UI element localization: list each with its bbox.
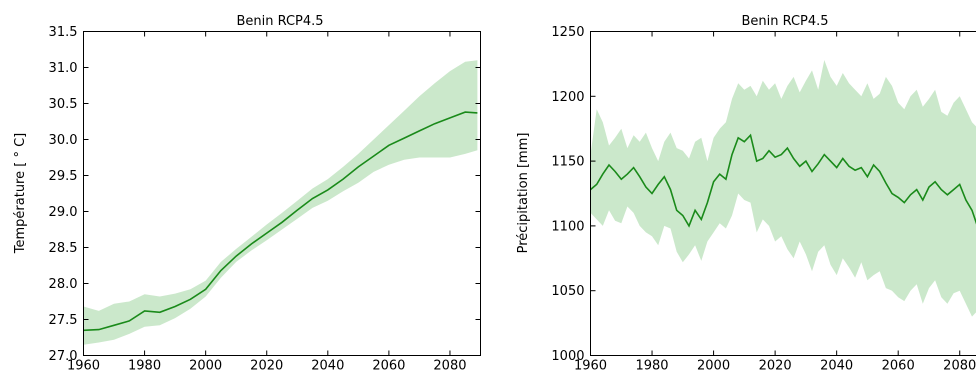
y-tick-label: 1250 bbox=[551, 25, 584, 40]
plot-frame bbox=[83, 31, 481, 356]
mean-line-layer bbox=[590, 133, 976, 228]
y-tick-label: 31.0 bbox=[49, 61, 78, 76]
mean-line-layer bbox=[83, 111, 478, 332]
x-tick-label: 2000 bbox=[697, 359, 730, 374]
x-tick-label: 2060 bbox=[372, 359, 405, 374]
y-tick-label: 29.0 bbox=[49, 205, 78, 220]
y-tick-label: 30.5 bbox=[49, 97, 78, 112]
uncertainty-band-layer bbox=[83, 60, 478, 345]
axis-ticks: 1960 1980 2000 2020 2040 2060 2080 27.0 27.5 28.0… bbox=[49, 25, 481, 374]
y-tick-label: 31.5 bbox=[49, 25, 78, 40]
chart-title: Benin RCP4.5 bbox=[236, 14, 323, 29]
uncertainty-band bbox=[83, 60, 478, 345]
x-tick-label: 2080 bbox=[433, 359, 466, 374]
x-tick-label: 1980 bbox=[635, 359, 668, 374]
y-tick-label: 1150 bbox=[551, 155, 584, 170]
x-tick-label: 2040 bbox=[820, 359, 853, 374]
x-tick-label: 2020 bbox=[759, 359, 792, 374]
precipitation-chart: Benin RCP4.5 1960 1980 2000 2020 2040 2060 208… bbox=[516, 14, 976, 374]
plot-frame bbox=[590, 31, 976, 356]
y-tick-label: 1200 bbox=[551, 90, 584, 105]
y-tick-label: 28.5 bbox=[49, 241, 78, 256]
y-axis-label: Température [ ° C] bbox=[13, 133, 28, 254]
y-tick-label: 30.0 bbox=[49, 133, 78, 148]
y-tick-label: 1100 bbox=[551, 219, 584, 234]
x-tick-label: 1960 bbox=[574, 359, 607, 374]
y-tick-label: 29.5 bbox=[49, 169, 78, 184]
x-tick-label: 2040 bbox=[311, 359, 344, 374]
x-tick-label: 2060 bbox=[882, 359, 915, 374]
mean-line bbox=[590, 133, 976, 228]
mean-line bbox=[83, 111, 478, 332]
y-tick-label: 27.0 bbox=[49, 349, 78, 364]
x-tick-label: 2000 bbox=[189, 359, 222, 374]
y-tick-label: 1000 bbox=[551, 349, 584, 364]
x-tick-label: 1960 bbox=[67, 359, 100, 374]
x-tick-label: 2020 bbox=[250, 359, 283, 374]
x-tick-label: 2080 bbox=[943, 359, 976, 374]
y-axis-label: Précipitation [mm] bbox=[516, 133, 531, 254]
chart-title: Benin RCP4.5 bbox=[741, 14, 828, 29]
x-tick-label: 1980 bbox=[128, 359, 161, 374]
temperature-chart: Benin RCP4.5 1960 1980 2000 2020 2040 2060 208… bbox=[13, 14, 481, 374]
y-tick-label: 1050 bbox=[551, 284, 584, 299]
y-tick-label: 28.0 bbox=[49, 277, 78, 292]
y-tick-label: 27.5 bbox=[49, 313, 78, 328]
uncertainty-band bbox=[590, 60, 976, 317]
axis-ticks: 1960 1980 2000 2020 2040 2060 2080 1000 1050 1100… bbox=[551, 25, 976, 374]
uncertainty-band-layer bbox=[590, 60, 976, 317]
